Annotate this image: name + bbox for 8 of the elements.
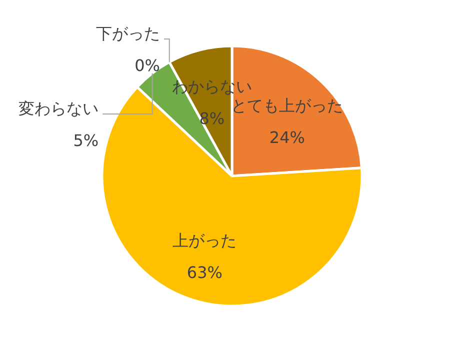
category-label: 下がった [96, 24, 160, 43]
slice-label: 上がった [172, 230, 237, 250]
data-label: 63% [186, 262, 222, 282]
text: 0% [134, 56, 160, 75]
slice-label: 変わらない [18, 98, 99, 118]
data-label: 5% [73, 130, 99, 150]
data-label: 24% [269, 128, 305, 148]
slice-label: とても上がった [231, 96, 344, 116]
